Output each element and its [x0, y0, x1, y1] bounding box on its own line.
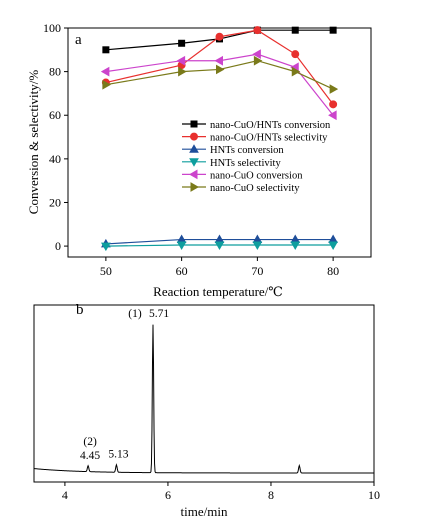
peak-index-label: (1): [128, 308, 142, 320]
data-point: [329, 26, 337, 34]
legend-item: nano-CuO selectivity: [182, 182, 300, 194]
data-point: [328, 241, 338, 251]
legend-label: nano-CuO/HNTs conversion: [210, 120, 331, 131]
series-nano-cuo-selectivity: [102, 55, 339, 94]
series-line: [105, 238, 334, 245]
data-point: [215, 32, 224, 41]
y-tick-label: 20: [49, 195, 61, 209]
x-tick-label: 10: [368, 488, 380, 502]
peak-index-label: (2): [83, 436, 97, 448]
legend-item: nano-CuO/HNTs conversion: [182, 120, 331, 131]
legend-marker: [190, 182, 200, 192]
chromatogram-trace: [33, 324, 374, 474]
panel-b-x-axis: 4 6 8 10: [62, 482, 380, 502]
peak-time-label: 5.13: [108, 449, 128, 461]
series-hnts-selectivity: [101, 241, 338, 252]
panel-a-series: [100, 26, 339, 252]
series-line: [105, 53, 334, 116]
panel-b-label: b: [76, 302, 84, 318]
legend-label: HNTs conversion: [210, 145, 284, 156]
panel-a-x-axis-label: Reaction temperature/℃: [153, 284, 283, 299]
data-point: [290, 241, 301, 251]
panel-a-legend: nano-CuO/HNTs conversion nano-CuO/HNTs se…: [182, 120, 331, 194]
panel-a-plot-frame: [67, 27, 372, 258]
legend-item: nano-CuO conversion: [182, 169, 303, 181]
legend-label: nano-CuO selectivity: [210, 183, 300, 194]
data-point: [178, 39, 186, 47]
legend-label: HNTs selectivity: [210, 158, 281, 169]
data-point: [328, 110, 337, 121]
y-tick-label: 40: [49, 152, 61, 166]
series-line: [105, 29, 334, 105]
panel-a-y-axis: 0 20 40 60 80 100: [43, 21, 68, 253]
data-point: [176, 241, 187, 251]
y-tick-label: 80: [49, 65, 61, 79]
x-tick-label: 8: [268, 488, 274, 502]
y-tick-label: 0: [55, 239, 61, 253]
y-tick-label: 60: [49, 108, 61, 122]
legend-item: HNTs selectivity: [182, 158, 281, 169]
data-point: [216, 64, 225, 75]
panel-b: b 4 6 8 10 4.45 (2) 5.13 5.71 (1) time/min: [33, 302, 380, 519]
legend-marker: [190, 132, 198, 141]
legend-item: nano-CuO/HNTs selectivity: [182, 132, 328, 144]
data-point: [102, 46, 110, 54]
legend-marker: [189, 158, 199, 167]
series-line: [105, 244, 334, 247]
peak-time-label: 5.71: [149, 308, 169, 320]
data-point: [214, 55, 223, 66]
panel-b-x-axis-label: time/min: [181, 504, 228, 519]
legend-label: nano-CuO/HNTs selectivity: [210, 133, 328, 144]
panel-a-x-axis: 50 60 70 80: [100, 257, 339, 278]
x-tick-label: 4: [62, 488, 68, 502]
data-point: [329, 100, 338, 109]
series-nano-cuo-conversion: [100, 49, 337, 121]
panel-a-y-axis-label: Conversion & selectivity/%: [26, 70, 41, 215]
peak-time-label: 4.45: [80, 450, 100, 462]
legend-item: HNTs conversion: [182, 144, 284, 156]
x-tick-label: 80: [327, 264, 339, 278]
panel-a-label: a: [75, 32, 82, 48]
panel-a: a 0 20 40 60 80 100 50 60 70 80 nano-CuO/HNTs co…: [26, 21, 372, 299]
peak-annotation: 5.71 (1): [128, 308, 169, 320]
series-line: [105, 29, 334, 51]
legend-marker: [189, 144, 199, 153]
legend-marker: [188, 169, 198, 180]
data-point: [329, 84, 339, 94]
data-point: [291, 66, 301, 77]
data-point: [176, 55, 186, 66]
data-point: [291, 50, 300, 59]
data-point: [252, 241, 263, 251]
panel-b-plot-frame: [33, 304, 375, 483]
data-point: [253, 26, 262, 35]
data-point: [291, 26, 299, 34]
peak-annotation: 4.45 (2): [80, 436, 100, 462]
peak-annotation: 5.13: [108, 449, 128, 461]
legend-marker: [190, 120, 198, 128]
series-line: [105, 60, 334, 90]
panel-b-annotations: 4.45 (2) 5.13 5.71 (1): [80, 308, 169, 462]
legend-label: nano-CuO conversion: [210, 170, 303, 181]
y-tick-label: 100: [43, 21, 61, 35]
data-point: [100, 66, 110, 77]
data-point: [102, 79, 111, 90]
x-tick-label: 50: [100, 264, 112, 278]
data-point: [252, 49, 261, 60]
data-point: [253, 55, 263, 66]
data-point: [178, 66, 187, 77]
x-tick-label: 70: [251, 264, 263, 278]
x-tick-label: 60: [176, 264, 188, 278]
data-point: [101, 242, 111, 252]
data-point: [214, 241, 225, 251]
x-tick-label: 6: [165, 488, 171, 502]
